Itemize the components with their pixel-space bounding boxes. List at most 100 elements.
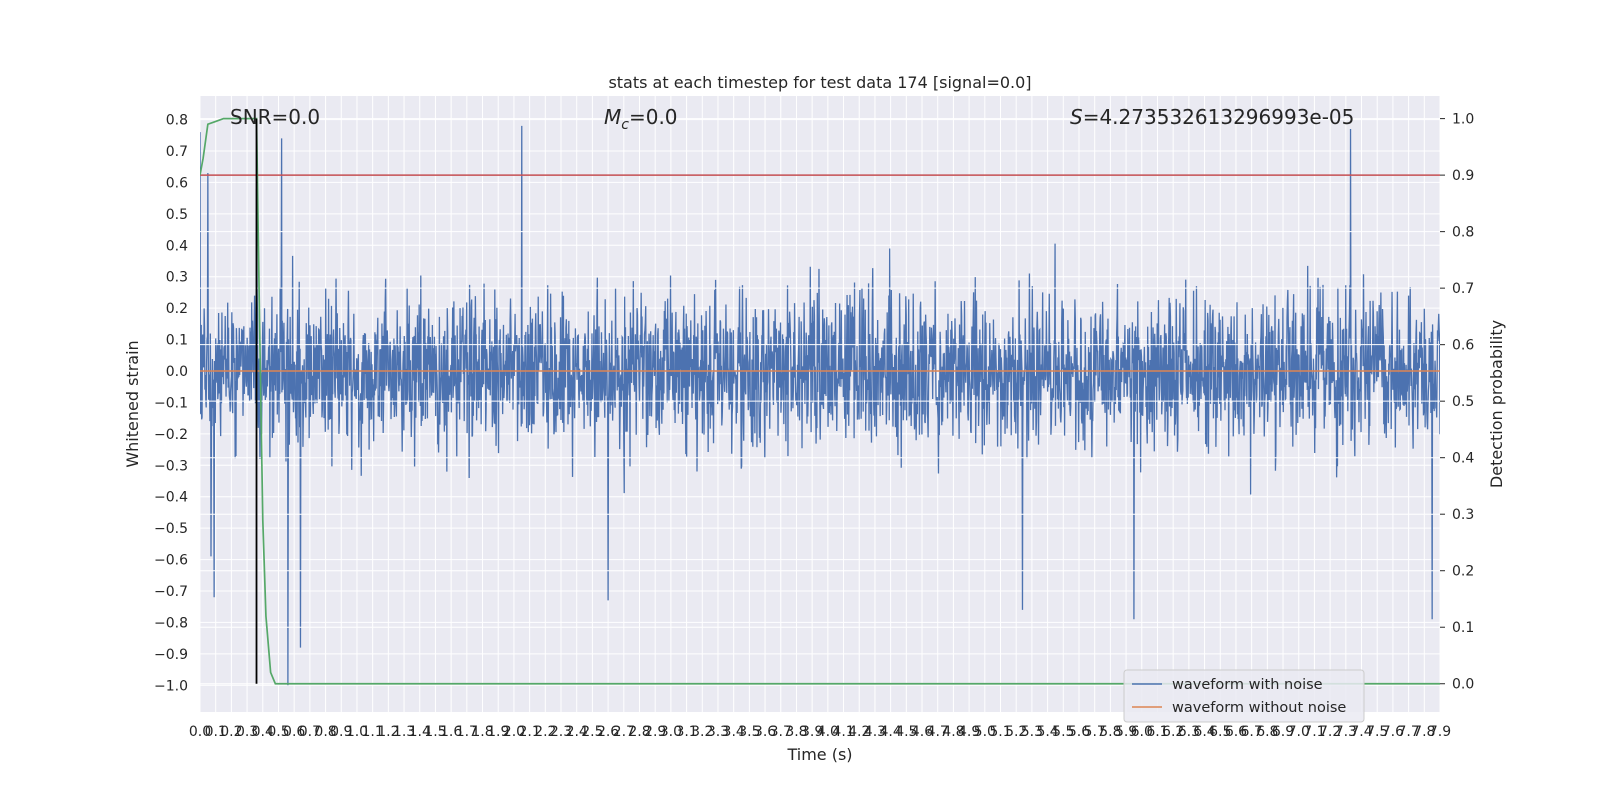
y-tick-label: 0.5 [166, 207, 188, 223]
x-tick-label: 4.1 [832, 724, 854, 740]
x-tick-label: 6.3 [1178, 724, 1200, 740]
series-layer [200, 125, 1440, 686]
x-tick-label: 7.3 [1335, 724, 1357, 740]
x-tick-label: 0.3 [236, 724, 258, 740]
x-tick-label: 7.1 [1303, 724, 1325, 740]
x-tick-label: 3.2 [691, 724, 713, 740]
x-tick-label: 1.2 [377, 724, 399, 740]
x-tick-label: 3.4 [723, 724, 745, 740]
x-tick-label: 0.6 [283, 724, 305, 740]
y-tick-label: −0.2 [154, 427, 188, 443]
x-tick-label: 4.0 [817, 724, 839, 740]
x-tick-label: 5.4 [1036, 724, 1058, 740]
x-tick-label: 5.3 [1021, 724, 1043, 740]
x-tick-label: 3.9 [801, 724, 823, 740]
x-tick-label: 1.3 [393, 724, 415, 740]
x-tick-labels: 0.00.10.20.30.40.50.60.70.80.91.01.11.21… [189, 724, 1451, 740]
x-tick-label: 7.0 [1288, 724, 1310, 740]
x-tick-label: 3.1 [675, 724, 697, 740]
x-tick-label: 5.9 [1115, 724, 1137, 740]
y-tick-label: 0.4 [166, 238, 188, 254]
chirp-mass-value: =0.0 [629, 105, 678, 129]
x-tick-label: 3.7 [770, 724, 792, 740]
x-tick-label: 7.8 [1413, 724, 1435, 740]
x-tick-label: 4.4 [880, 724, 902, 740]
x-tick-label: 1.5 [424, 724, 446, 740]
x-tick-label: 6.0 [1131, 724, 1153, 740]
series-detection-probability [200, 117, 1440, 685]
x-tick-label: 0.2 [220, 724, 242, 740]
legend-label-clean: waveform without noise [1172, 700, 1346, 716]
x-tick-label: 6.9 [1272, 724, 1294, 740]
x-tick-label: 5.0 [974, 724, 996, 740]
x-tick-label: 0.7 [299, 724, 321, 740]
x-tick-label: 0.4 [252, 724, 274, 740]
x-tick-label: 6.4 [1193, 724, 1215, 740]
x-tick-label: 2.8 [628, 724, 650, 740]
y-tick-label: −0.7 [154, 584, 188, 600]
x-tick-label: 6.6 [1225, 724, 1247, 740]
x-tick-label: 1.9 [487, 724, 509, 740]
x-tick-label: 0.9 [330, 724, 352, 740]
x-tick-label: 5.2 [1005, 724, 1027, 740]
x-tick-label: 5.7 [1084, 724, 1106, 740]
x-tick-label: 6.8 [1256, 724, 1278, 740]
x-tick-label: 1.0 [346, 724, 368, 740]
x-tick-label: 0.5 [267, 724, 289, 740]
x-tick-label: 1.6 [440, 724, 462, 740]
y-tick-label: −0.4 [154, 490, 188, 506]
x-tick-label: 6.2 [1162, 724, 1184, 740]
y-tick-label: 0.3 [166, 270, 188, 286]
overlay-series-layer [200, 117, 1440, 685]
x-tick-label: 4.3 [864, 724, 886, 740]
x-tick-label: 2.1 [518, 724, 540, 740]
y-tick-label: 0.1 [166, 333, 188, 349]
x-tick-label: 3.5 [738, 724, 760, 740]
y2-tick-label: 1.0 [1452, 112, 1474, 128]
s-symbol: S [1070, 105, 1083, 129]
y2-tick-label: 0.1 [1452, 620, 1474, 636]
x-tick-label: 7.9 [1429, 724, 1451, 740]
y-tick-labels: 0.8 0.7 0.6 0.5 0.4 0.3 0.2 0.1 0.0 −0.1 −0.2 −0.3 −… [154, 113, 188, 695]
x-tick-label: 4.7 [927, 724, 949, 740]
x-tick-label: 3.0 [660, 724, 682, 740]
x-tick-label: 4.9 [958, 724, 980, 740]
y2-tick-label: 0.3 [1452, 507, 1474, 523]
y2-tick-label: 0.8 [1452, 225, 1474, 241]
y2-tick-label: 0.0 [1452, 677, 1474, 693]
x-tick-label: 3.6 [754, 724, 776, 740]
x-tick-label: 1.7 [456, 724, 478, 740]
y-tick-label: −0.3 [154, 458, 188, 474]
y-tick-label: 0.2 [166, 301, 188, 317]
y-axis-label: Whitened strain [123, 340, 142, 467]
y2-tick-label: 0.2 [1452, 564, 1474, 580]
x-tick-label: 2.9 [644, 724, 666, 740]
y2-tick-label: 0.7 [1452, 281, 1474, 297]
y-tick-label: −0.5 [154, 521, 188, 537]
x-tick-label: 7.4 [1350, 724, 1372, 740]
y-tick-label: −0.6 [154, 553, 188, 569]
y-tick-label: 0.6 [166, 175, 188, 191]
x-tick-label: 2.4 [566, 724, 588, 740]
y-tick-label: −0.8 [154, 615, 188, 631]
s-value: =4.273532613296993e-05 [1083, 105, 1355, 129]
snr-annotation: SNR=0.0 [230, 105, 320, 129]
s-annotation: S=4.273532613296993e-05 [1070, 105, 1354, 129]
x-tick-label: 3.3 [707, 724, 729, 740]
y2-tick-label: 0.9 [1452, 168, 1474, 184]
x-tick-label: 6.1 [1146, 724, 1168, 740]
x-tick-label: 1.8 [471, 724, 493, 740]
x-tick-label: 4.6 [911, 724, 933, 740]
x-tick-label: 5.1 [989, 724, 1011, 740]
chirp-mass-symbol: M [604, 105, 621, 129]
chirp-mass-subscript: c [621, 117, 629, 133]
x-tick-label: 5.8 [1099, 724, 1121, 740]
x-tick-label: 5.6 [1068, 724, 1090, 740]
x-tick-label: 1.1 [362, 724, 384, 740]
y2-axis-label: Detection probability [1487, 320, 1506, 488]
x-tick-label: 7.7 [1397, 724, 1419, 740]
x-tick-label: 4.2 [848, 724, 870, 740]
y2-tick-label: 0.5 [1452, 394, 1474, 410]
x-tick-label: 2.7 [613, 724, 635, 740]
